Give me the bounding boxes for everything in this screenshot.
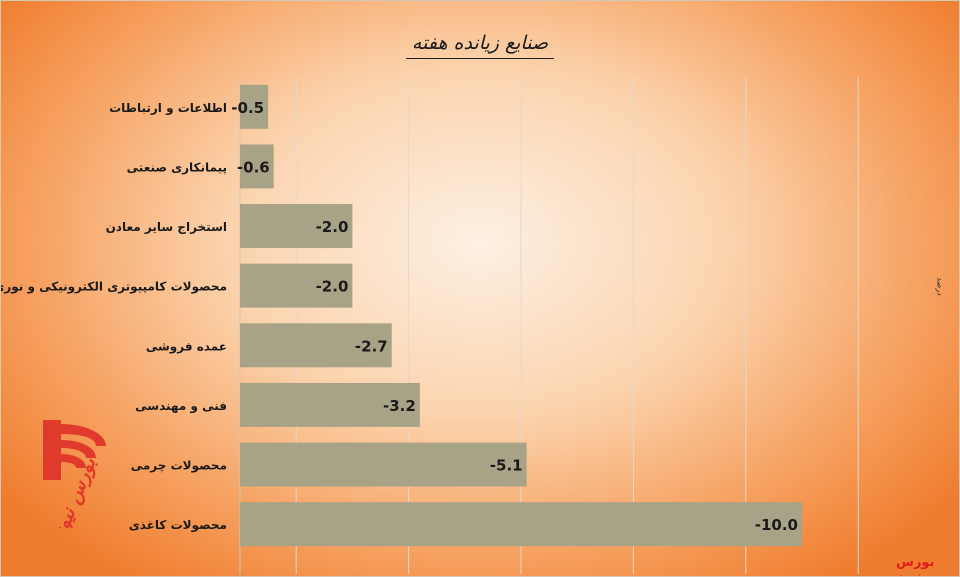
category-label: پیمانکاری صنعتی (127, 160, 227, 174)
category-label: فنی و مهندسی (135, 399, 227, 414)
category-label: محصولات چرمی (131, 459, 227, 474)
bar (240, 502, 802, 547)
bar (240, 144, 274, 189)
bar (240, 382, 420, 427)
bar (240, 323, 392, 368)
category-label: اطلاعات و ارتباطات (109, 101, 227, 116)
bar (240, 84, 269, 129)
bar-value-label: -0.6 (237, 158, 270, 176)
unit-label: درصد (935, 277, 945, 296)
bar-value-label: -10.0 (755, 516, 798, 534)
category-label: استخراج سایر معادن (106, 220, 227, 234)
brand-label: بورس نیوز (896, 555, 935, 577)
bar-value-label: -2.0 (316, 278, 349, 296)
bar (240, 442, 527, 487)
category-label: محصولات کاغذی (129, 518, 227, 533)
bar-value-label: -2.0 (316, 218, 349, 236)
bar-value-label: -2.7 (355, 337, 388, 355)
bar (240, 263, 353, 308)
chart-title-text: صنایع زیانده هفته (405, 32, 555, 59)
chart-title: صنایع زیانده هفته (0, 32, 960, 59)
bar-value-label: -3.2 (383, 397, 416, 415)
bar-value-label: -5.1 (490, 457, 523, 475)
category-label: عمده فروشی (146, 339, 227, 354)
bar-value-label: -0.5 (231, 99, 264, 117)
category-label: محصولات کامپیوتری الکترونیکی و نوری (0, 280, 227, 295)
bar (240, 204, 353, 249)
brand-logo: بورس نیوز (43, 420, 106, 528)
